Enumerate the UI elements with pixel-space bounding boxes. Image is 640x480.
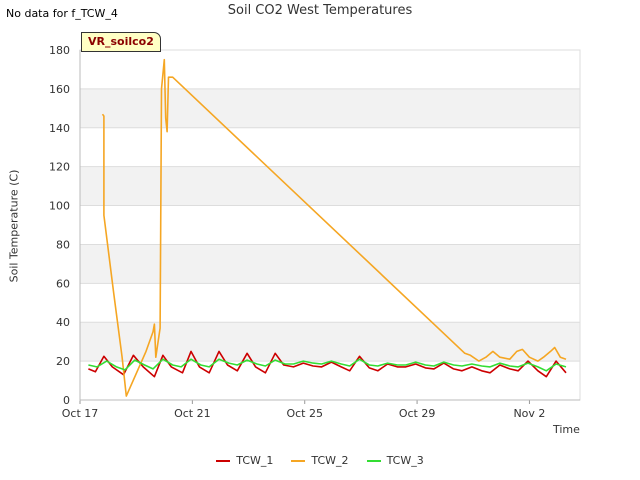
site-badge: VR_soilco2 xyxy=(81,32,161,52)
x-tick-label: Oct 25 xyxy=(286,407,323,420)
grid-band xyxy=(80,88,580,128)
legend: TCW_1 TCW_2 TCW_3 xyxy=(0,454,640,467)
y-tick-label: 120 xyxy=(49,161,70,174)
x-tick-labels: Oct 17 Oct 21 Oct 25 Oct 29 Nov 2 xyxy=(62,407,546,420)
y-tick-labels: 0 20 40 60 80 100 120 140 160 180 xyxy=(49,44,70,407)
x-tick-label: Oct 21 xyxy=(174,407,211,420)
axes xyxy=(79,49,581,404)
grid-bands xyxy=(80,88,580,362)
y-tick-label: 40 xyxy=(56,316,70,329)
legend-label-tcw1: TCW_1 xyxy=(236,454,274,467)
y-tick-label: 80 xyxy=(56,238,70,251)
grid-band xyxy=(80,166,580,206)
legend-item-tcw3: TCW_3 xyxy=(366,454,424,467)
chart-title: Soil CO2 West Temperatures xyxy=(227,3,413,18)
legend-label-tcw3: TCW_3 xyxy=(386,454,424,467)
x-tick-label: Oct 29 xyxy=(399,407,436,420)
y-tick-label: 60 xyxy=(56,277,70,290)
legend-item-tcw1: TCW_1 xyxy=(216,454,273,467)
series-line-tcw2 xyxy=(101,58,567,397)
legend-swatch-tcw1 xyxy=(216,459,231,462)
x-axis-label: Time xyxy=(553,423,580,436)
series-line-tcw3 xyxy=(88,358,567,372)
x-tick-label: Nov 2 xyxy=(513,407,545,420)
y-axis-label: Soil Temperature (C) xyxy=(7,169,21,283)
y-tick-label: 140 xyxy=(49,122,70,135)
series-lines xyxy=(88,58,567,397)
y-tick-label: 100 xyxy=(49,200,70,213)
y-tick-label: 0 xyxy=(63,394,70,407)
legend-label-tcw2: TCW_2 xyxy=(311,454,349,467)
grid-band xyxy=(80,244,580,284)
legend-swatch-tcw3 xyxy=(366,459,381,462)
y-tick-label: 20 xyxy=(56,355,70,368)
y-tick-label: 160 xyxy=(49,83,70,96)
legend-item-tcw2: TCW_2 xyxy=(291,454,349,467)
x-tick-label: Oct 17 xyxy=(62,407,99,420)
no-data-note: No data for f_TCW_4 xyxy=(6,7,118,20)
legend-swatch-tcw2 xyxy=(291,459,306,462)
y-tick-label: 180 xyxy=(49,44,70,57)
